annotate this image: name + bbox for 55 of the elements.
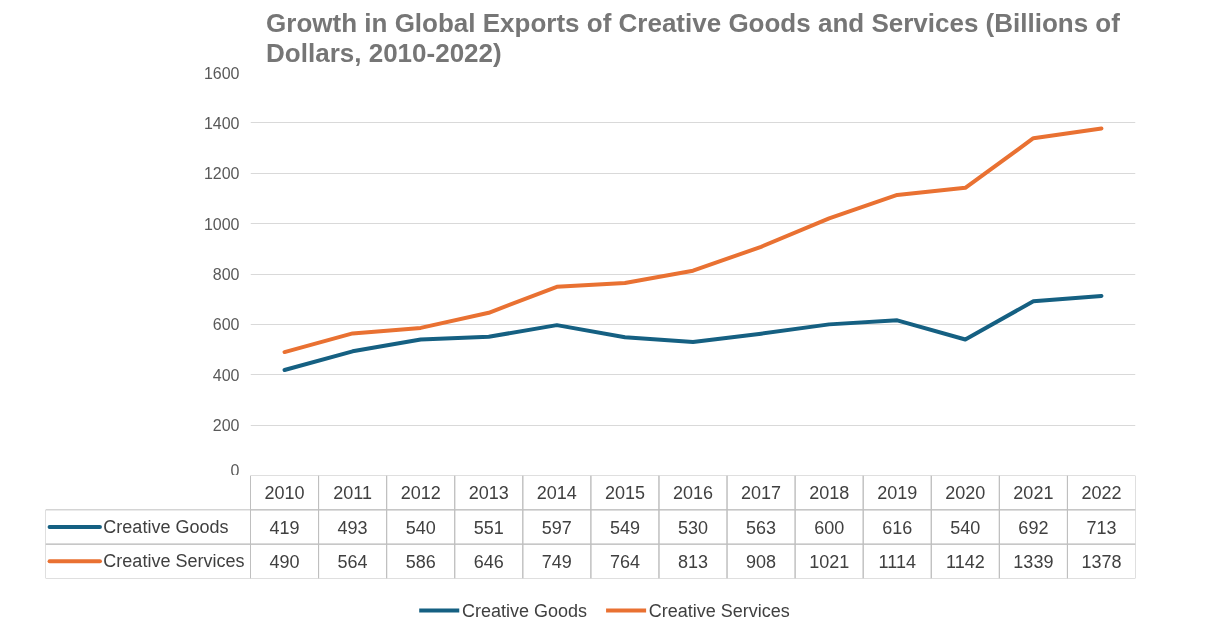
line-series <box>282 293 1104 372</box>
x-tick-label: 2014 <box>536 483 577 504</box>
x-tick-label: 2013 <box>468 483 509 504</box>
x-tick-label: 2019 <box>877 483 918 504</box>
y-tick-label: 200 <box>212 417 240 435</box>
data-label: 551 <box>473 517 504 538</box>
x-tick-label: 2017 <box>741 483 782 504</box>
data-label: 813 <box>677 551 709 572</box>
y-tick-label: 1400 <box>203 114 240 132</box>
data-label: 530 <box>677 517 709 538</box>
data-label: 692 <box>1018 517 1049 538</box>
x-tick-label: 2018 <box>809 483 850 504</box>
x-tick-label: 2011 <box>333 483 372 504</box>
data-label: 1021 <box>809 551 850 572</box>
data-label: 549 <box>609 517 640 538</box>
x-tick-label: 2020 <box>945 483 986 504</box>
x-tick-label: 2010 <box>264 483 305 504</box>
y-tick-label: 800 <box>212 266 240 283</box>
y-tick-label: 1000 <box>203 215 240 233</box>
y-tick-label: 1200 <box>203 165 240 183</box>
data-label: 749 <box>541 551 572 572</box>
data-label: 1114 <box>878 551 916 572</box>
y-tick-label: 600 <box>212 316 240 334</box>
data-label: 1378 <box>1081 551 1122 572</box>
data-label: 540 <box>405 517 436 538</box>
data-label: 646 <box>473 551 504 572</box>
x-tick-label: 2012 <box>400 483 441 504</box>
line-series <box>282 126 1104 355</box>
data-label: 1339 <box>1013 551 1054 572</box>
data-label: 713 <box>1086 517 1117 538</box>
data-label: 540 <box>950 517 981 538</box>
y-tick-label: 400 <box>212 366 240 384</box>
data-label: 586 <box>405 551 436 572</box>
x-tick-label: 2016 <box>672 483 714 504</box>
x-tick-label: 2022 <box>1081 483 1122 504</box>
chart-title: Growth in Global Exports of Creative Goods and Services (Billions of Dollars, 2010-2022) <box>266 7 1121 68</box>
x-tick-label: 2021 <box>1013 483 1054 504</box>
data-label: 490 <box>269 551 300 572</box>
data-label: 564 <box>337 551 368 572</box>
legend-label: Creative Services <box>103 551 245 572</box>
data-label: 563 <box>746 517 777 538</box>
data-label: 600 <box>814 517 845 538</box>
data-label: 597 <box>541 517 572 538</box>
y-tick-label: 0 <box>230 461 240 479</box>
data-label: 764 <box>609 551 640 572</box>
data-label: 616 <box>882 517 913 538</box>
data-label: 1142 <box>945 551 985 572</box>
text: Creative Goods <box>461 600 587 621</box>
x-tick-label: 2015 <box>604 483 645 504</box>
text: Creative Services <box>648 600 790 621</box>
legend-label: Creative Goods <box>103 517 229 537</box>
data-label: 419 <box>269 517 300 538</box>
y-tick-label: 1600 <box>203 64 240 82</box>
data-label: 493 <box>337 517 368 538</box>
data-label: 908 <box>746 551 777 572</box>
